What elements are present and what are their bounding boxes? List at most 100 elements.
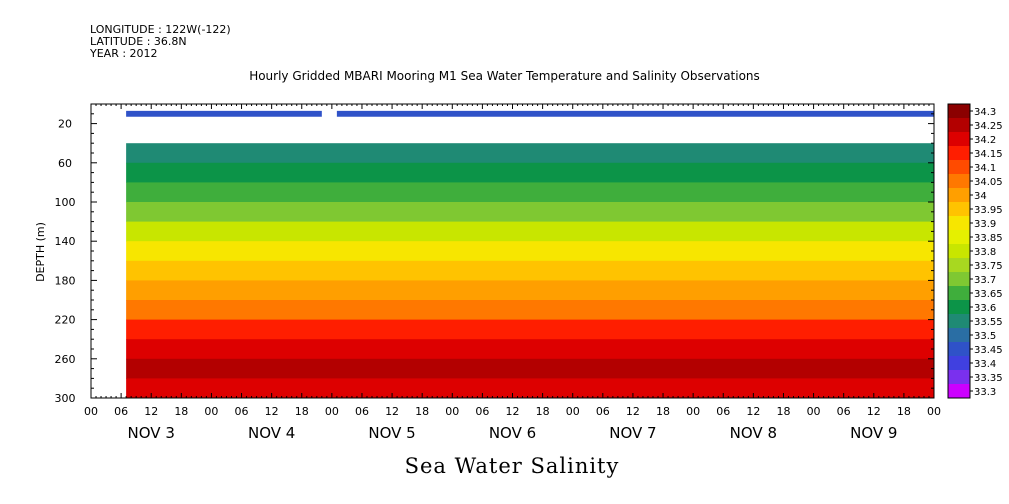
salinity-layer — [126, 182, 934, 203]
y-tick-label: 60 — [58, 157, 72, 170]
salinity-layer — [126, 358, 934, 379]
colorbar-swatch — [948, 118, 970, 133]
colorbar-swatch — [948, 272, 970, 287]
colorbar-label: 34.25 — [974, 121, 1003, 132]
colorbar-swatch — [948, 160, 970, 175]
colorbar-swatch — [948, 202, 970, 217]
x-hour-label: 06 — [716, 405, 730, 418]
colorbar: 34.3 34.25 34.2 34.15 34.1 34.05 34 33.95 33.9 33… — [947, 103, 1003, 399]
x-day-label: NOV 6 — [489, 424, 536, 442]
colorbar-label: 34.2 — [974, 135, 996, 146]
x-hour-label: 06 — [355, 405, 369, 418]
x-hour-label: 18 — [295, 405, 309, 418]
y-axis-label: DEPTH (m) — [34, 222, 47, 282]
colorbar-label: 33.4 — [974, 359, 996, 370]
y-tick-label: 300 — [55, 392, 76, 405]
x-hour-label: 06 — [475, 405, 489, 418]
x-hour-label: 00 — [325, 405, 339, 418]
colorbar-label: 33.95 — [974, 205, 1003, 216]
colorbar-label: 33.35 — [974, 373, 1003, 384]
surface-band — [126, 110, 322, 117]
colorbar-label: 33.45 — [974, 345, 1003, 356]
salinity-layer — [126, 300, 934, 321]
x-hour-label: 06 — [235, 405, 249, 418]
y-tick-label: 140 — [55, 235, 76, 248]
x-hour-label: 12 — [867, 405, 881, 418]
colorbar-label: 33.8 — [974, 247, 996, 258]
y-tick-label: 220 — [55, 314, 76, 327]
x-hour-label: 00 — [204, 405, 218, 418]
salinity-layer — [126, 143, 934, 164]
x-hour-label: 06 — [837, 405, 851, 418]
colorbar-swatch — [948, 300, 970, 315]
colorbar-swatch — [948, 370, 970, 385]
colorbar-label: 33.65 — [974, 289, 1003, 300]
colorbar-swatch — [948, 188, 970, 203]
x-day-label: NOV 4 — [248, 424, 295, 442]
salinity-layer — [126, 260, 934, 281]
x-day-label: NOV 8 — [730, 424, 777, 442]
colorbar-frame — [947, 103, 971, 399]
y-tick-label: 260 — [55, 353, 76, 366]
salinity-layer — [126, 241, 934, 262]
x-day-label: NOV 3 — [128, 424, 175, 442]
x-hour-label: 12 — [746, 405, 760, 418]
colorbar-swatch — [948, 356, 970, 371]
x-hour-label: 00 — [807, 405, 821, 418]
colorbar-label: 34.1 — [974, 163, 996, 174]
colorbar-swatch — [948, 328, 970, 343]
salinity-layer — [126, 221, 934, 242]
x-hour-label: 18 — [897, 405, 911, 418]
x-day-label: NOV 9 — [850, 424, 897, 442]
salinity-layer — [126, 339, 934, 360]
colorbar-label: 34.05 — [974, 177, 1003, 188]
x-day-label: NOV 7 — [609, 424, 656, 442]
x-hour-label: 00 — [686, 405, 700, 418]
x-hour-label: 06 — [596, 405, 610, 418]
colorbar-label: 33.9 — [974, 219, 996, 230]
x-hour-label: 00 — [566, 405, 580, 418]
surface-band — [336, 110, 934, 117]
salinity-layer — [126, 162, 934, 183]
colorbar-label: 33.75 — [974, 261, 1003, 272]
salinity-layer — [126, 319, 934, 340]
colorbar-label: 33.7 — [974, 275, 996, 286]
bottom-title: Sea Water Salinity — [404, 454, 620, 478]
year-label: YEAR : 2012 — [90, 47, 158, 60]
colorbar-label: 34 — [974, 191, 987, 202]
colorbar-swatch — [948, 342, 970, 357]
colorbar-swatch — [948, 244, 970, 259]
x-hour-label: 18 — [776, 405, 790, 418]
x-axis: 00 06 12 18 00 06 12 18 00 06 12 18 00 06 12 18 00 06 12 18… — [84, 104, 941, 442]
x-hour-label: 00 — [927, 405, 941, 418]
y-tick-label: 100 — [55, 196, 76, 209]
colorbar-swatch — [948, 230, 970, 245]
chart-title: Hourly Gridded MBARI Mooring M1 Sea Wate… — [249, 69, 760, 83]
colorbar-label: 34.15 — [974, 149, 1003, 160]
colorbar-swatch — [948, 146, 970, 161]
colorbar-label: 33.6 — [974, 303, 996, 314]
x-hour-label: 12 — [265, 405, 279, 418]
salinity-layer — [126, 378, 934, 398]
x-hour-label: 12 — [144, 405, 158, 418]
y-tick-label: 180 — [55, 274, 76, 287]
x-hour-label: 00 — [84, 405, 98, 418]
x-hour-label: 18 — [415, 405, 429, 418]
x-hour-label: 00 — [445, 405, 459, 418]
x-day-label: NOV 5 — [368, 424, 415, 442]
plot-area — [126, 110, 934, 398]
y-axis: 20 60 100 140 180 220 260 300 — [55, 113, 934, 405]
salinity-layer — [126, 280, 934, 301]
colorbar-swatch — [948, 258, 970, 273]
longitude-label: LONGITUDE : 122W(-122) — [90, 23, 231, 36]
colorbar-label: 33.3 — [974, 387, 996, 398]
colorbar-swatch — [948, 314, 970, 329]
x-hour-label: 18 — [536, 405, 550, 418]
colorbar-label: 34.3 — [974, 107, 996, 118]
colorbar-swatch — [948, 286, 970, 301]
x-hour-label: 18 — [656, 405, 670, 418]
colorbar-swatch — [948, 216, 970, 231]
y-tick-label: 20 — [58, 118, 72, 131]
x-hour-label: 06 — [114, 405, 128, 418]
